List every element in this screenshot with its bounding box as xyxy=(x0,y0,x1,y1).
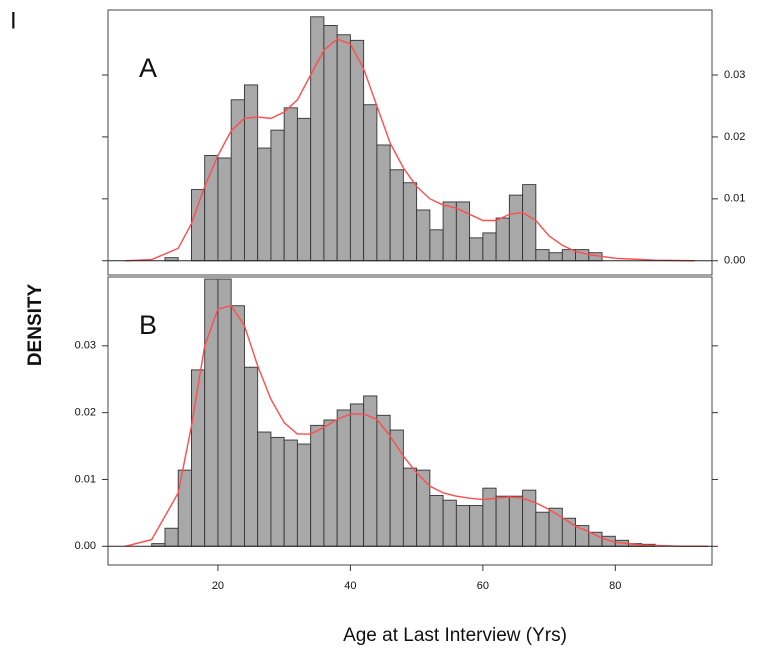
bar xyxy=(270,436,285,547)
bar xyxy=(402,467,418,547)
y-tick-label: 0.03 xyxy=(724,69,745,81)
bar xyxy=(429,229,444,262)
y-tick-label: 0.02 xyxy=(75,407,96,419)
bar xyxy=(416,469,431,547)
density-curve xyxy=(125,38,695,262)
bar xyxy=(217,157,232,262)
bar xyxy=(376,144,391,262)
x-axis-title: Age at Last Interview (Yrs) xyxy=(343,625,567,646)
bar xyxy=(349,39,365,262)
y-tick-label: 0.03 xyxy=(75,340,96,352)
bar xyxy=(230,305,245,547)
bar xyxy=(204,278,219,547)
x-tick-label: 80 xyxy=(609,580,621,592)
panel-label: A xyxy=(139,53,157,83)
bar xyxy=(416,209,431,262)
panel-frame xyxy=(107,276,713,566)
bar xyxy=(535,249,550,262)
bar xyxy=(522,184,537,262)
y-tick-label: 0.01 xyxy=(724,193,745,205)
bar xyxy=(363,104,378,262)
bar xyxy=(482,487,497,547)
bar xyxy=(243,366,259,547)
plot-area xyxy=(125,278,709,547)
bar xyxy=(442,499,457,547)
x-tick-label: 60 xyxy=(477,580,489,592)
bar xyxy=(310,424,325,547)
bar xyxy=(336,34,351,262)
bar xyxy=(376,414,391,547)
bar xyxy=(190,369,206,547)
bar xyxy=(402,182,418,262)
x-tick-label: 40 xyxy=(344,580,356,592)
corner-label: I xyxy=(10,7,17,34)
bar xyxy=(217,278,232,547)
bar xyxy=(349,403,365,547)
bar xyxy=(455,505,471,547)
panel: 0.00 0.01 0.02 0.03 A xyxy=(102,9,745,276)
y-axis-title: DENSITY xyxy=(25,284,46,367)
y-tick-label: 0.02 xyxy=(724,131,745,143)
bar xyxy=(243,84,259,262)
bar xyxy=(389,429,404,547)
bar xyxy=(482,232,497,262)
bar xyxy=(190,189,206,262)
bar xyxy=(323,419,338,547)
bar xyxy=(495,217,510,262)
bar xyxy=(429,495,444,547)
bar xyxy=(257,431,272,547)
bar xyxy=(508,495,524,547)
bar xyxy=(296,117,312,262)
bar xyxy=(469,237,484,262)
bar xyxy=(323,25,338,262)
y-tick-label: 0.00 xyxy=(75,540,96,552)
bar xyxy=(283,107,298,262)
bar xyxy=(270,129,285,262)
y-tick-label: 0.00 xyxy=(724,255,745,267)
x-tick-label: 20 xyxy=(212,580,224,592)
bar xyxy=(535,511,550,547)
panel: 0.00 0.01 0.02 0.03 20 40 60 80 B xyxy=(75,276,718,592)
bar xyxy=(442,201,457,262)
bar xyxy=(257,147,272,262)
bar xyxy=(495,495,510,547)
bar xyxy=(469,505,484,547)
panel-label: B xyxy=(139,310,157,340)
panel-frame xyxy=(107,9,713,276)
bar xyxy=(296,443,312,547)
y-tick-label: 0.01 xyxy=(75,473,96,485)
bar xyxy=(164,527,179,547)
bar xyxy=(336,409,351,547)
bar xyxy=(548,252,563,262)
bar xyxy=(508,194,524,262)
density-curve xyxy=(125,304,709,547)
bar xyxy=(283,439,298,547)
plot-area xyxy=(125,16,695,262)
bar xyxy=(389,169,404,262)
